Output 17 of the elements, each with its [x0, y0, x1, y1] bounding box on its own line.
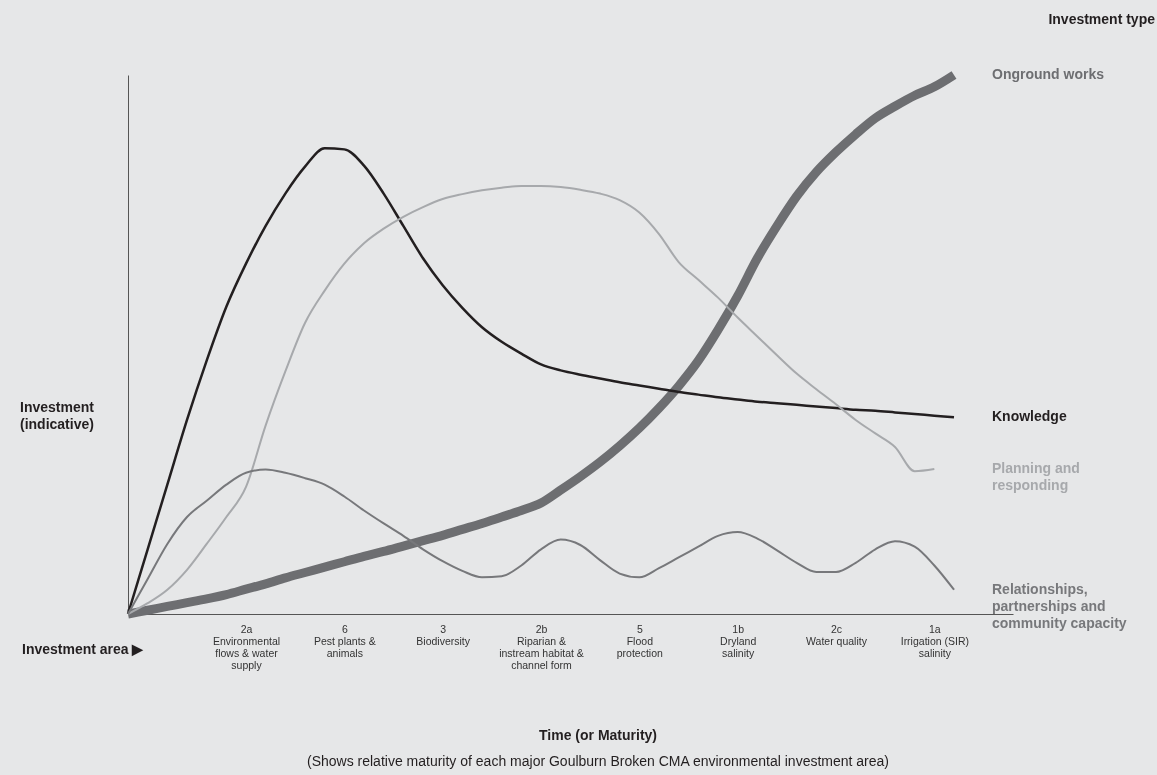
text: Onground works — [992, 66, 1105, 82]
text: (Shows relative maturity of each major Goulburn Broken CMA environmental investment area) — [306, 753, 890, 769]
x-tick-label: 2b Riparian & instream habitat & channel form — [499, 622, 584, 671]
text: Investment area ▶ — [22, 641, 145, 657]
text: Planning and responding — [992, 460, 1080, 494]
text: Relationships, partnerships and community capacity — [992, 580, 1127, 631]
x-axis-title: Time (or Maturity) — [539, 727, 657, 743]
text: Knowledge — [992, 408, 1067, 425]
x-tick-label: 1a Irrigation (SIR) salinity — [900, 622, 969, 659]
x-tick-label: 2c Water quality — [806, 622, 868, 647]
x-tick-label: 2a Environmental flows & water supply — [212, 622, 281, 671]
x-tick-label: 3 Biodiversity — [416, 622, 471, 647]
y-axis-title: Investment (indicative) — [20, 399, 95, 432]
x-tick-label: 1b Dryland salinity — [720, 622, 757, 659]
x-tick-label: 6 Pest plants & animals — [313, 622, 376, 659]
x-tick-label: 5 Flood protection — [616, 622, 664, 659]
legend-title: Investment type — [1048, 11, 1156, 27]
